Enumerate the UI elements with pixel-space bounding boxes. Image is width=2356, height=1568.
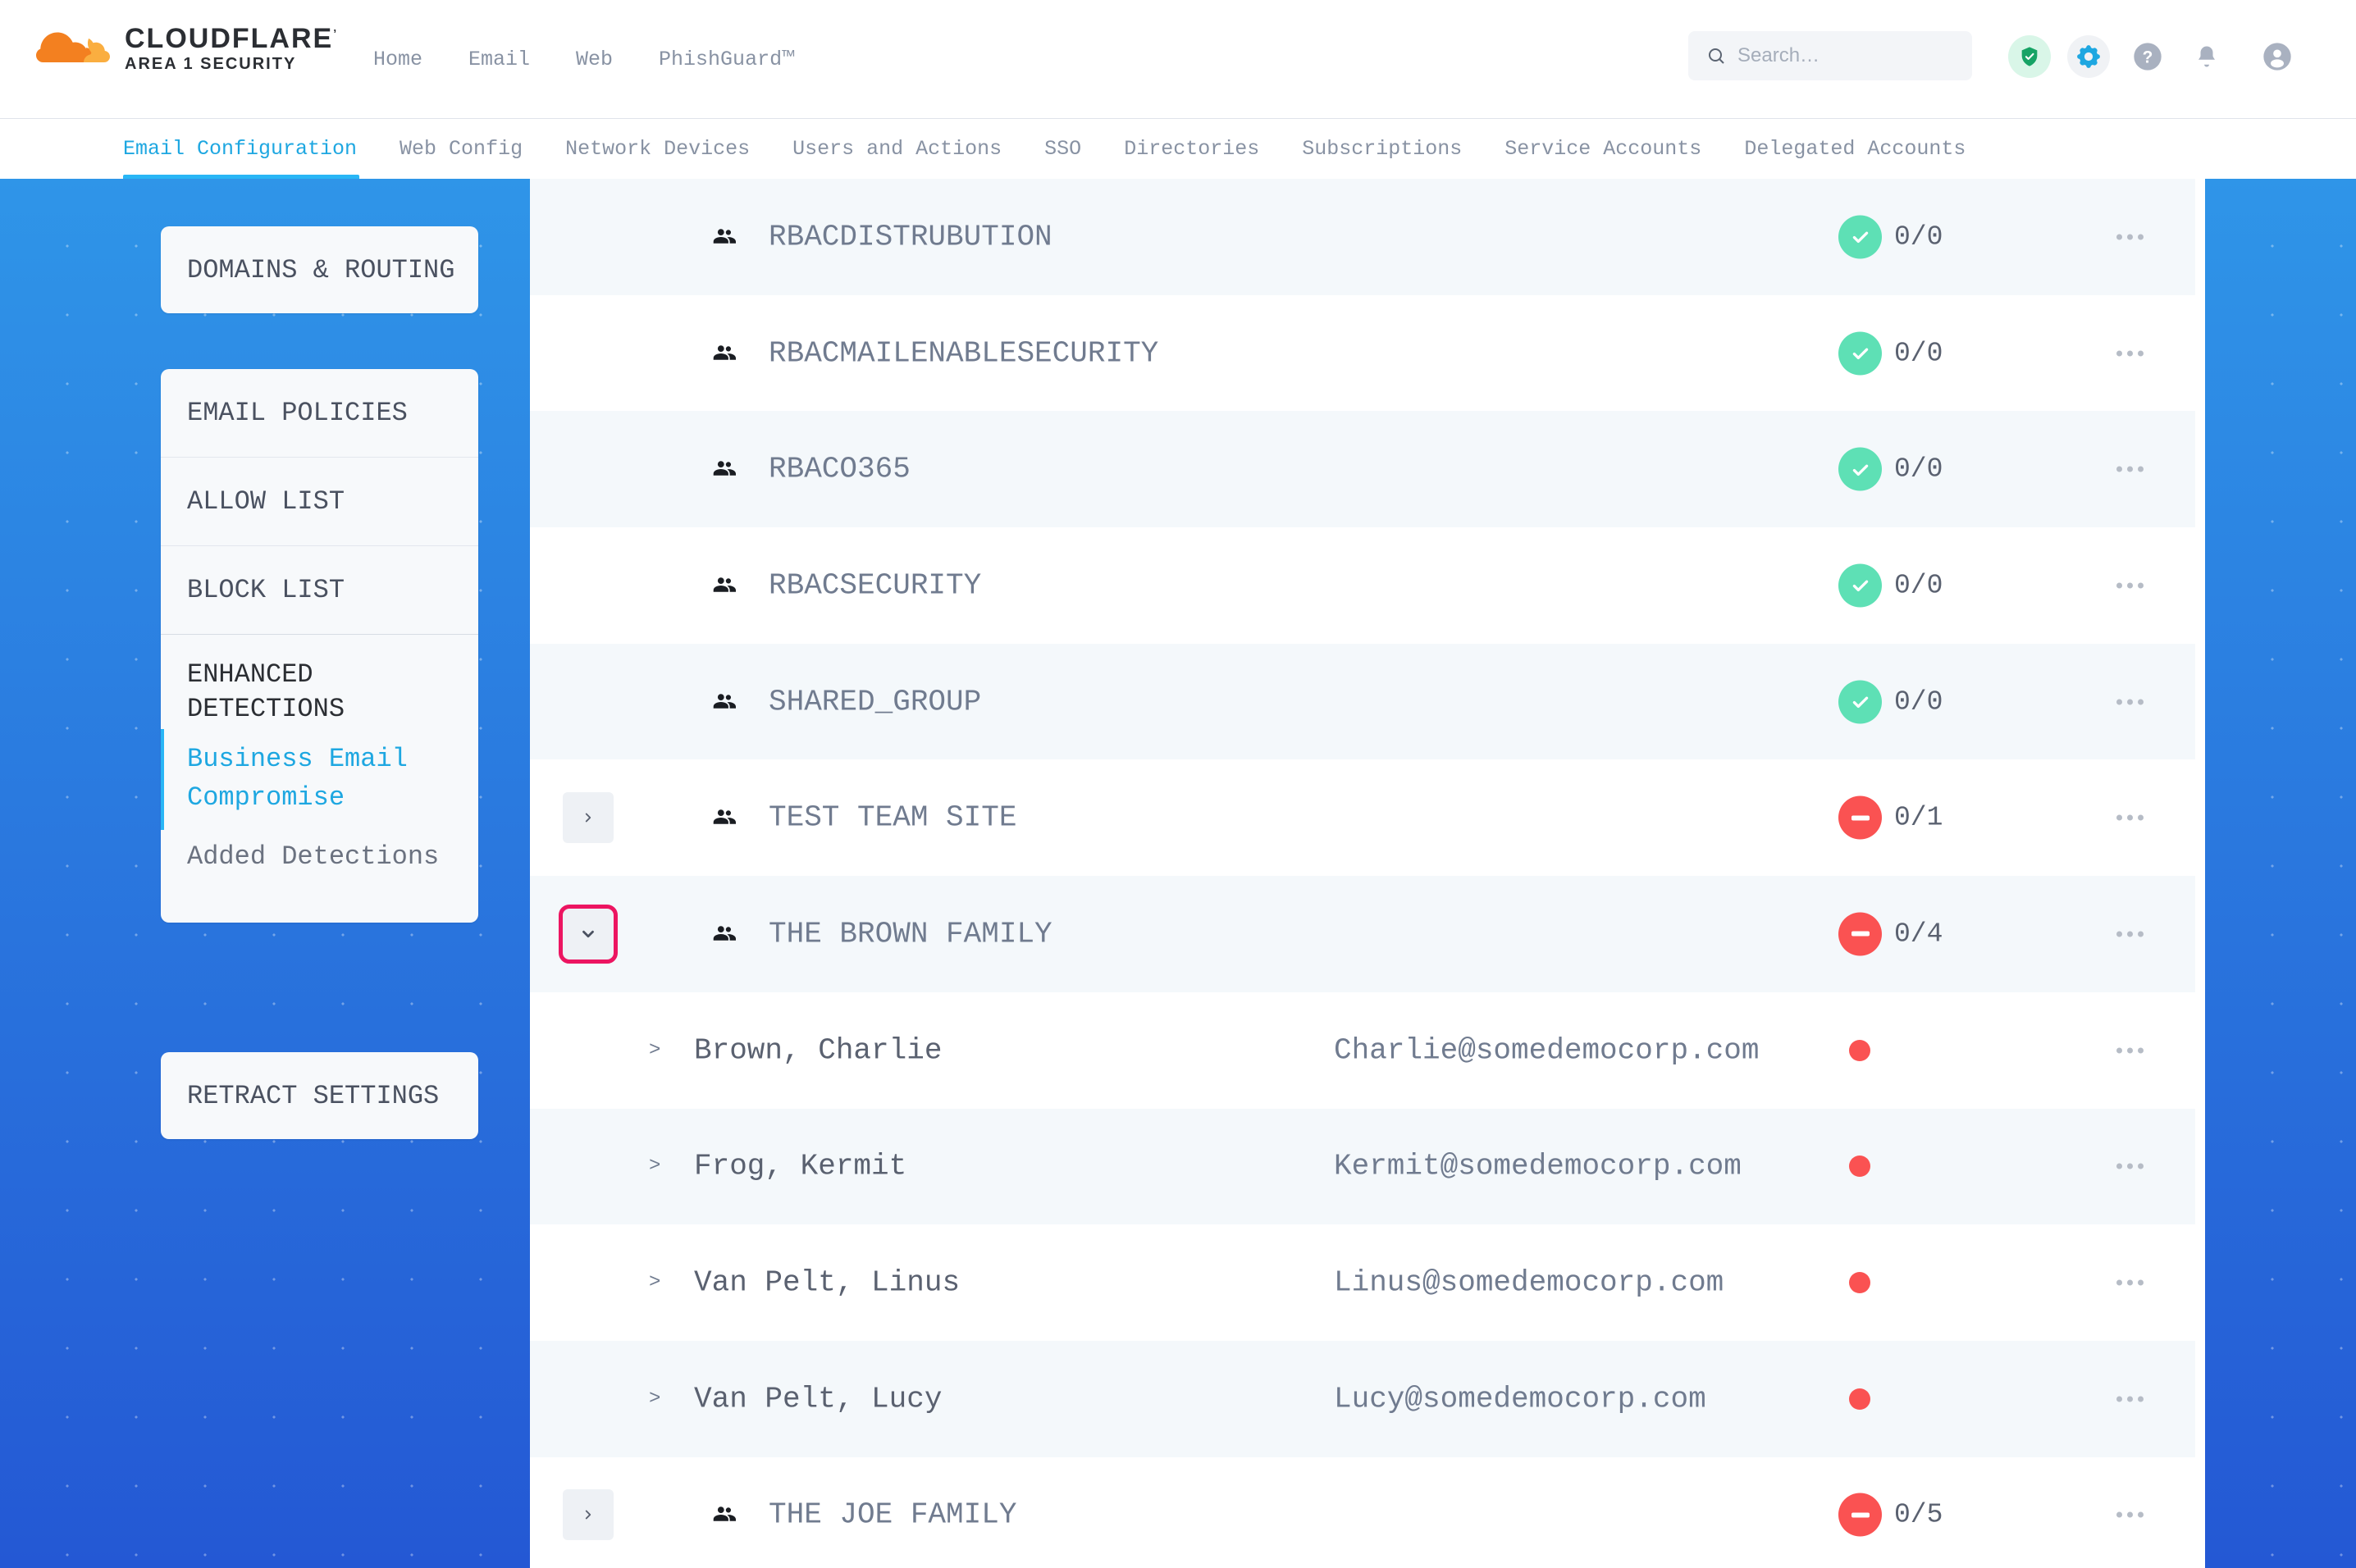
svg-text:?: ? xyxy=(2143,48,2153,67)
